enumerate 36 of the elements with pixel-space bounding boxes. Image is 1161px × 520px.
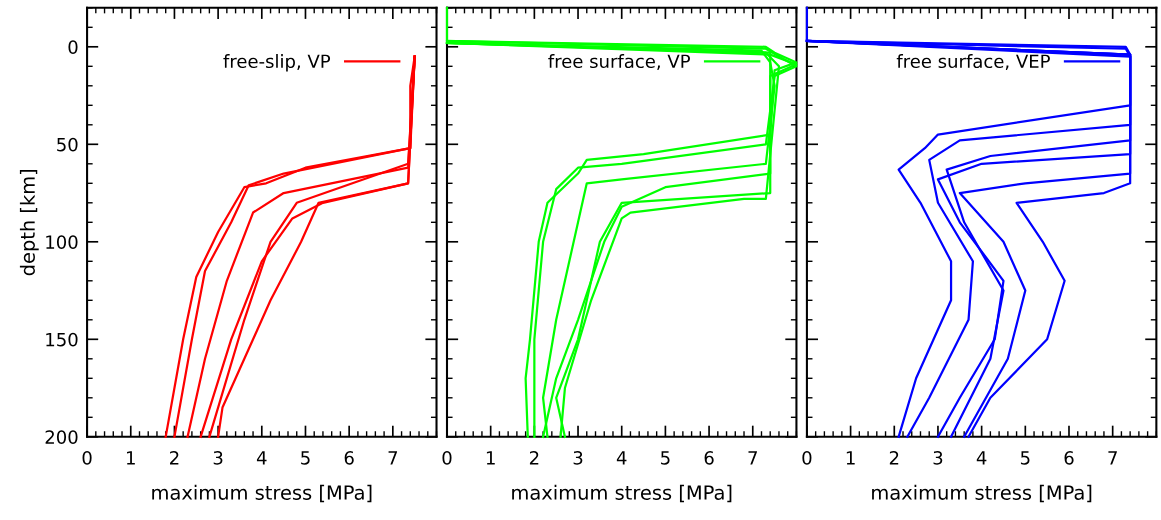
legend-label: free surface, VP — [548, 54, 690, 70]
x-tick-label: 7 — [748, 451, 757, 465]
x-tick-label: 4 — [976, 451, 987, 465]
x-tick-label: 3 — [933, 451, 943, 465]
x-tick-label: 3 — [213, 451, 223, 465]
y-tick-label: 100 — [46, 235, 78, 249]
x-tick-label: 6 — [1064, 451, 1074, 465]
legend-label: free-slip, VP — [223, 54, 331, 72]
y-tick-label: 200 — [45, 430, 78, 444]
x-tick-label: 0 — [82, 451, 92, 465]
y-tick-label: 50 — [57, 137, 78, 152]
x-tick-label: 4 — [256, 451, 267, 465]
x-axis-title: maximum stress [MPa] — [872, 484, 1092, 503]
x-tick-label: 2 — [889, 451, 899, 465]
x-tick-label: 0 — [802, 451, 812, 465]
x-tick-label: 5 — [1020, 451, 1030, 465]
x-tick-label: 5 — [301, 451, 310, 465]
x-tick-label: 7 — [1108, 451, 1117, 465]
x-axis-title: maximum stress [MPa] — [512, 484, 732, 503]
x-tick-label: 5 — [661, 451, 670, 465]
legend-label: free surface, VEP — [896, 54, 1050, 70]
x-tick-label: 6 — [704, 451, 714, 465]
x-tick-label: 1 — [846, 451, 855, 465]
y-axis-title: depth [km] — [19, 169, 39, 276]
x-tick-label: 0 — [442, 451, 452, 465]
y-tick-label: 0 — [68, 40, 78, 54]
x-axis-title: maximum stress [MPa] — [152, 484, 372, 503]
x-tick-label: 7 — [388, 451, 398, 465]
x-tick-label: 1 — [126, 451, 135, 465]
x-tick-label: 2 — [529, 451, 539, 465]
x-tick-label: 3 — [573, 451, 583, 465]
x-tick-label: 4 — [616, 451, 627, 465]
x-tick-label: 6 — [344, 451, 354, 465]
x-tick-label: 2 — [170, 451, 179, 465]
y-tick-label: 150 — [46, 332, 78, 347]
x-tick-label: 1 — [486, 451, 495, 465]
